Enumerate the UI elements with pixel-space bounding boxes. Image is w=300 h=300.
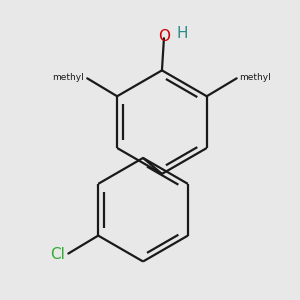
Text: methyl: methyl — [240, 73, 272, 82]
Text: O: O — [158, 29, 170, 44]
Text: H: H — [176, 26, 188, 41]
Text: methyl: methyl — [52, 73, 84, 82]
Text: Cl: Cl — [50, 247, 65, 262]
